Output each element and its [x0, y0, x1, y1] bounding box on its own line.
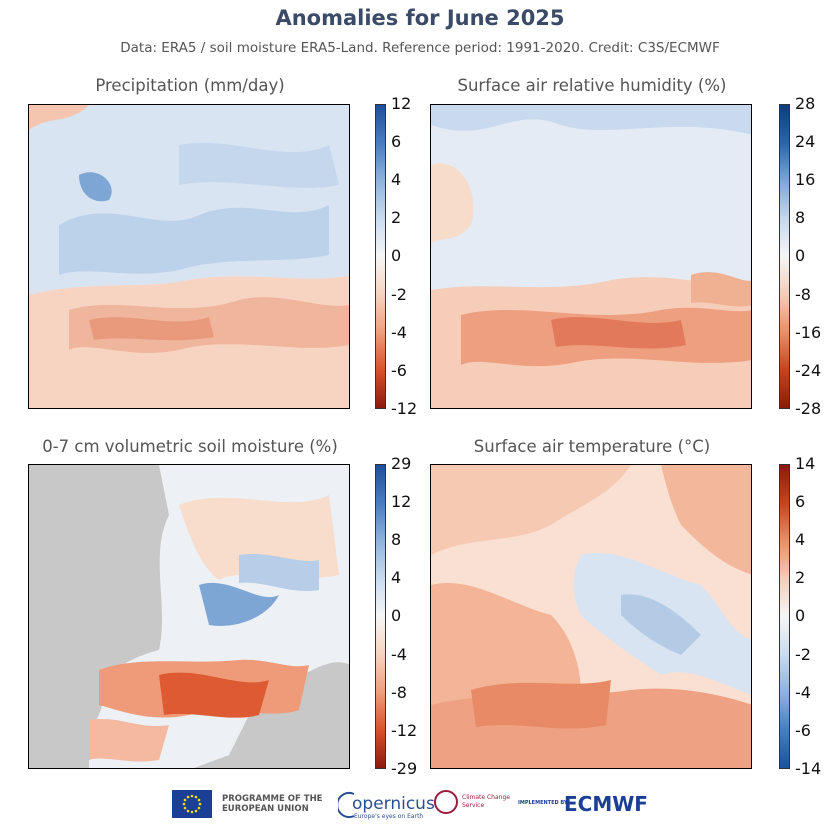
tick-label: 2 — [391, 208, 402, 227]
tick-label: -6 — [391, 361, 407, 380]
tick-label: 4 — [391, 170, 402, 189]
colorbar-temperature — [779, 464, 790, 769]
colorbar-humidity — [779, 104, 790, 409]
page-subtitle: Data: ERA5 / soil moisture ERA5-Land. Re… — [120, 40, 720, 56]
tick-label: -6 — [795, 721, 811, 740]
tick-label: -4 — [391, 645, 407, 664]
tick-label: 28 — [795, 94, 816, 113]
page-title: Anomalies for June 2025 — [275, 6, 565, 30]
tick-label: 2 — [795, 568, 806, 587]
tick-label: -2 — [391, 285, 407, 304]
c3s-icon — [434, 790, 458, 814]
tick-label: 0 — [391, 246, 402, 265]
tick-label: -16 — [795, 323, 822, 342]
tick-label: 0 — [795, 606, 806, 625]
panel-title-precipitation: Precipitation (mm/day) — [95, 76, 285, 95]
tick-label: 29 — [391, 454, 412, 473]
copernicus-logo: opernicus Europe's eyes on Earth — [338, 788, 435, 824]
tick-label: -4 — [795, 683, 811, 702]
tick-label: -12 — [391, 399, 418, 418]
eu-flag-icon — [172, 790, 212, 818]
tick-label: 12 — [391, 492, 412, 511]
ecmwf-logo: ECMWF — [564, 792, 648, 816]
tick-label: 0 — [795, 246, 806, 265]
tick-label: -8 — [795, 285, 811, 304]
panel-title-temperature: Surface air temperature (°C) — [473, 437, 711, 456]
tick-label: -2 — [795, 645, 811, 664]
copernicus-label: opernicus — [352, 794, 435, 814]
tick-label: -4 — [391, 323, 407, 342]
tick-label: 8 — [795, 208, 806, 227]
tick-label: 12 — [391, 94, 412, 113]
tick-label: 24 — [795, 132, 816, 151]
tick-label: 6 — [795, 492, 806, 511]
copernicus-tagline: Europe's eyes on Earth — [354, 813, 424, 820]
tick-label: 4 — [391, 568, 402, 587]
tick-label: 8 — [391, 530, 402, 549]
colorbar-precipitation — [375, 104, 386, 409]
implemented-by-label: IMPLEMENTED BY — [518, 800, 568, 806]
tick-label: -29 — [391, 759, 418, 778]
footer-logos: PROGRAMME OF THE EUROPEAN UNION opernicu… — [0, 786, 840, 826]
tick-label: -8 — [391, 683, 407, 702]
tick-label: 6 — [391, 132, 402, 151]
map-humidity — [430, 104, 752, 409]
map-precipitation — [28, 104, 350, 409]
tick-label: 4 — [795, 530, 806, 549]
c3s-label: Climate Change Service — [462, 794, 510, 809]
tick-label: -28 — [795, 399, 822, 418]
tick-label: 16 — [795, 170, 816, 189]
tick-label: -14 — [795, 759, 822, 778]
colorbar-soil-moisture — [375, 464, 386, 769]
tick-label: -12 — [391, 721, 418, 740]
panel-title-soil-moisture: 0-7 cm volumetric soil moisture (%) — [42, 437, 338, 456]
panel-title-humidity: Surface air relative humidity (%) — [457, 76, 727, 95]
map-soil-moisture — [28, 464, 350, 769]
map-temperature — [430, 464, 752, 769]
tick-label: 14 — [795, 454, 816, 473]
tick-label: -24 — [795, 361, 822, 380]
eu-programme-label: PROGRAMME OF THE EUROPEAN UNION — [222, 794, 323, 814]
tick-label: 0 — [391, 606, 402, 625]
